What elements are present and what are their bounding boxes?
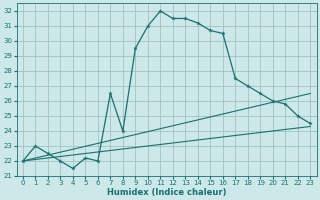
X-axis label: Humidex (Indice chaleur): Humidex (Indice chaleur) (107, 188, 226, 197)
